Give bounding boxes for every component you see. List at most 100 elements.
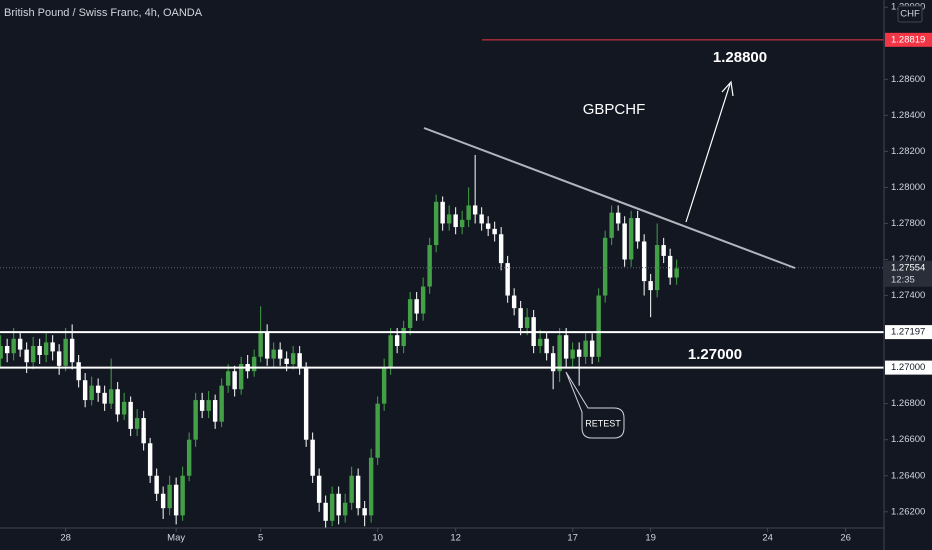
candle-body: [362, 508, 367, 516]
candle-body: [219, 385, 224, 422]
arrow-shaft: [685, 83, 731, 223]
candle-body: [498, 234, 504, 264]
trend-line: [423, 127, 796, 269]
x-tick-label: 12: [450, 533, 461, 544]
last-price-box: [885, 260, 932, 287]
candle-body: [141, 418, 146, 444]
candle-body: [186, 439, 192, 476]
symbol-annotation: GBPCHF: [583, 101, 646, 118]
candle-body: [154, 475, 159, 494]
price-label: 1.28819: [891, 34, 925, 45]
y-tick-label: 1.28200: [891, 146, 925, 157]
candle-body: [336, 493, 341, 516]
candle-body: [635, 218, 640, 242]
candle-body: [511, 295, 517, 309]
candle-body: [37, 345, 42, 356]
candle-body: [134, 418, 140, 429]
x-tick-label: 10: [372, 533, 383, 544]
x-tick-label: 5: [258, 533, 263, 544]
candle-body: [258, 331, 263, 357]
candle-body: [641, 241, 647, 282]
candle-body: [401, 327, 406, 346]
candle-body: [82, 380, 88, 401]
candle-body: [537, 338, 543, 346]
callout-text: RETEST: [585, 418, 621, 428]
candle-body: [596, 295, 601, 357]
candle-body: [160, 493, 166, 509]
y-tick-label: 1.27800: [891, 218, 925, 229]
candle-body: [11, 338, 16, 354]
candle-body: [128, 401, 133, 429]
candle-body: [440, 201, 445, 224]
candle-body: [472, 205, 478, 215]
countdown-label: 12:35: [891, 274, 915, 285]
candle-body: [206, 400, 211, 411]
candle-body: [69, 338, 75, 363]
candle-body: [602, 237, 608, 296]
candle-body: [609, 212, 614, 238]
x-tick-label: 17: [567, 533, 578, 544]
candle-body: [544, 338, 549, 354]
candle-body: [355, 475, 361, 509]
candle-body: [290, 353, 296, 365]
arrow-head: [721, 80, 734, 97]
candle-body: [297, 353, 302, 368]
candle-body: [303, 367, 309, 440]
axis-layer: 1.26200 1.26400 1.26600 1.26800 1.27400 1.276…: [60, 2, 932, 544]
y-tick-label: 1.26600: [891, 434, 925, 445]
y-tick-label: 1.28000: [891, 182, 925, 193]
candle-body: [310, 439, 315, 476]
candle-body: [251, 356, 257, 372]
price-label-box: [885, 360, 932, 375]
candle-body: [615, 212, 621, 224]
candle-body: [622, 223, 627, 260]
candle-body: [329, 493, 335, 521]
candle-body: [576, 349, 582, 357]
candle-body: [524, 317, 530, 328]
y-tick-label: 1.28600: [891, 74, 925, 85]
candle-body: [667, 255, 673, 278]
candle-body: [479, 214, 484, 224]
candle-body: [492, 228, 497, 235]
y-tick-label: 1.26800: [891, 398, 925, 409]
price-label: 1.27197: [891, 327, 925, 338]
candle-body: [193, 400, 198, 440]
candle-body: [375, 403, 380, 458]
candle-body: [674, 268, 679, 278]
candle-body: [661, 245, 666, 256]
candle-body: [63, 338, 68, 366]
candle-body: [323, 502, 328, 521]
currency-label: CHF: [900, 9, 920, 20]
candle-body: [121, 401, 127, 415]
y-tick-label: 1.27400: [891, 290, 925, 301]
candle-body: [238, 364, 244, 390]
candle-body: [505, 263, 510, 296]
candle-body: [368, 457, 374, 516]
candle-body: [167, 484, 172, 509]
candle-body: [271, 349, 276, 359]
candle-body: [485, 223, 491, 229]
candle-body: [212, 400, 218, 422]
plot-area: [0, 39, 884, 528]
candle-body: [414, 299, 419, 314]
currency-box: [897, 5, 923, 23]
target-annotation: 1.28800: [713, 49, 767, 66]
candle-body: [225, 371, 231, 386]
candle-body: [589, 340, 595, 357]
candle-body: [550, 353, 556, 372]
candle-body: [76, 362, 81, 381]
price-label-box: [885, 325, 932, 340]
candle-body: [394, 335, 400, 346]
candle-body: [17, 338, 23, 350]
candle-body: [0, 345, 3, 359]
candle-body: [277, 349, 283, 359]
candle-body: [518, 308, 523, 328]
candle-body: [102, 392, 107, 404]
candle-body: [50, 342, 55, 352]
y-tick-label: 1.28400: [891, 110, 925, 121]
candle-body: [342, 502, 348, 516]
y-tick-label: 1.26400: [891, 470, 925, 481]
